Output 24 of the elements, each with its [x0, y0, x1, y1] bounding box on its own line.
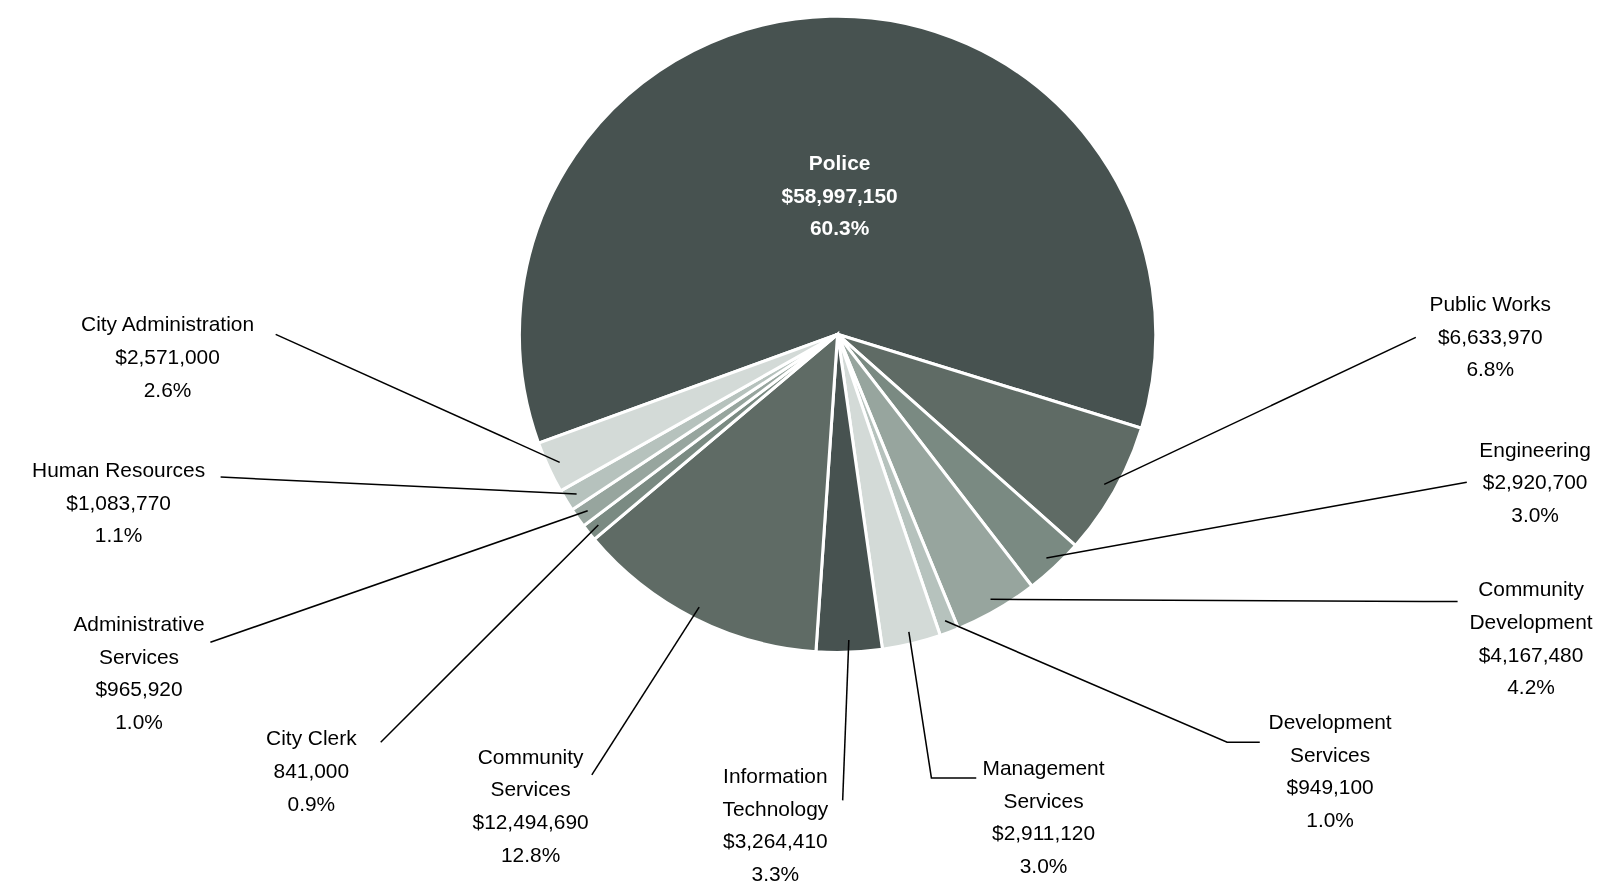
slice-label: Police [808, 151, 871, 175]
slice-label: Community Development [1469, 577, 1593, 634]
data-label: $1,083,770 1.1% [66, 490, 171, 547]
data-label: $58,997,150 60.3% [781, 183, 898, 240]
slice-label: Human Resources [32, 458, 206, 482]
data-label: $949,100 1.0% [1286, 775, 1374, 831]
slice-label: Administrative Services [73, 612, 205, 668]
data-label: $4,167,480 4.2% [1478, 642, 1584, 699]
slice-label: Management Services [982, 755, 1105, 812]
slice-label: Community Services [477, 744, 584, 801]
slice-label: City Administration [81, 312, 255, 336]
data-label: $3,264,410 3.3% [723, 829, 828, 885]
slice-label: Engineering [1479, 437, 1591, 461]
data-label: $2,571,000 2.6% [115, 344, 220, 401]
slice-label: Development Services [1268, 709, 1392, 766]
data-label: $2,920,700 3.0% [1482, 470, 1588, 526]
data-label: $965,920 1.0% [95, 677, 183, 733]
data-label: $6,633,970 6.8% [1437, 324, 1543, 381]
data-label: $12,494,690 12.8% [472, 809, 589, 866]
data-label: $2,911,120 3.0% [992, 821, 1096, 877]
slice-label: Public Works [1429, 291, 1551, 315]
slice-label: City Clerk [266, 726, 358, 750]
data-label: 841,000 0.9% [273, 758, 350, 815]
slice-label: Information Technology [722, 764, 829, 820]
